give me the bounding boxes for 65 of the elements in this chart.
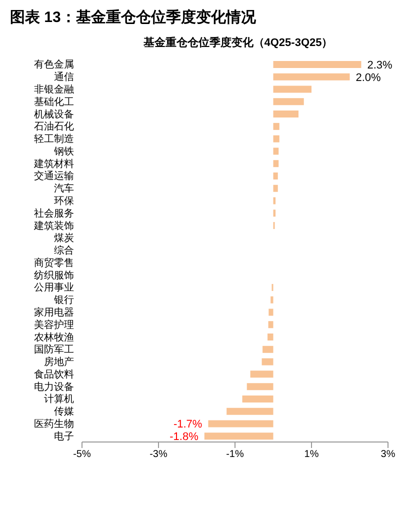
y-tick-label: 有色金属 bbox=[34, 58, 74, 71]
data-label: 2.3% bbox=[367, 60, 393, 72]
y-tick-label: 基础化工 bbox=[34, 96, 74, 108]
y-tick-label: 综合 bbox=[54, 244, 74, 257]
y-tick-label: 煤炭 bbox=[54, 232, 74, 244]
bar bbox=[273, 61, 362, 68]
bar bbox=[273, 160, 279, 168]
x-tick-label: 1% bbox=[304, 449, 319, 460]
bar bbox=[262, 346, 274, 353]
bar bbox=[273, 110, 298, 118]
bar bbox=[204, 432, 274, 440]
bar bbox=[268, 334, 274, 341]
y-tick-label: 建筑材料 bbox=[33, 158, 74, 170]
bar bbox=[273, 148, 279, 155]
bar bbox=[273, 135, 280, 142]
data-label: -1.8% bbox=[170, 431, 199, 444]
y-tick-label: 交通运输 bbox=[34, 170, 74, 182]
y-tick-label: 医药生物 bbox=[34, 418, 74, 430]
y-tick-label: 汽车 bbox=[54, 182, 74, 195]
y-tick-label: 家用电器 bbox=[34, 306, 74, 318]
data-label: 2.0% bbox=[356, 72, 382, 84]
bar bbox=[246, 383, 274, 390]
y-tick-label: 钢铁 bbox=[53, 145, 74, 158]
y-tick-label: 银行 bbox=[53, 295, 74, 306]
x-tick-label: -3% bbox=[150, 449, 168, 460]
bar bbox=[273, 73, 350, 80]
bar bbox=[226, 408, 274, 415]
y-tick-label: 电力设备 bbox=[34, 380, 74, 393]
y-tick-label: 石油石化 bbox=[34, 120, 74, 133]
x-tick-label: -1% bbox=[226, 449, 244, 460]
x-tick-label: 3% bbox=[380, 449, 396, 460]
bar bbox=[273, 172, 278, 180]
y-tick-label: 通信 bbox=[54, 71, 74, 84]
y-tick-label: 食品饮料 bbox=[34, 368, 74, 380]
bar bbox=[270, 296, 274, 304]
y-tick-label: 计算机 bbox=[44, 393, 74, 406]
bar bbox=[273, 86, 312, 93]
y-tick-label: 美容护理 bbox=[34, 318, 74, 331]
bar bbox=[273, 184, 278, 192]
y-tick-label: 纺织服饰 bbox=[34, 269, 74, 282]
y-tick-label: 轻工制造 bbox=[34, 133, 74, 146]
y-tick-label: 传媒 bbox=[54, 406, 74, 418]
bar bbox=[250, 370, 274, 378]
y-tick-label: 建筑装饰 bbox=[33, 220, 74, 232]
bar bbox=[242, 395, 274, 402]
y-tick-label: 房地产 bbox=[44, 356, 74, 368]
bar bbox=[273, 122, 280, 130]
x-tick-label: -5% bbox=[73, 449, 91, 460]
y-tick-label: 非银金融 bbox=[34, 84, 74, 96]
y-tick-label: 机械设备 bbox=[34, 108, 74, 120]
bar bbox=[273, 98, 304, 106]
bar bbox=[268, 321, 274, 328]
y-tick-label: 农林牧渔 bbox=[34, 331, 74, 344]
chart-subtitle: 基金重仓仓位季度变化（4Q25-3Q25） bbox=[142, 36, 334, 50]
y-tick-label: 国防军工 bbox=[34, 344, 74, 356]
bar bbox=[262, 358, 274, 366]
bar bbox=[208, 420, 274, 428]
chart-title: 图表 13：基金重仓仓位季度变化情况 bbox=[10, 8, 257, 27]
y-tick-label: 商贸零售 bbox=[34, 256, 74, 269]
y-tick-label: 环保 bbox=[54, 196, 74, 207]
data-label: -1.7% bbox=[173, 418, 202, 431]
y-tick-label: 电子 bbox=[54, 430, 74, 442]
y-tick-label: 社会服务 bbox=[34, 207, 74, 220]
bar bbox=[268, 308, 274, 316]
y-tick-label: 公用事业 bbox=[34, 282, 74, 294]
